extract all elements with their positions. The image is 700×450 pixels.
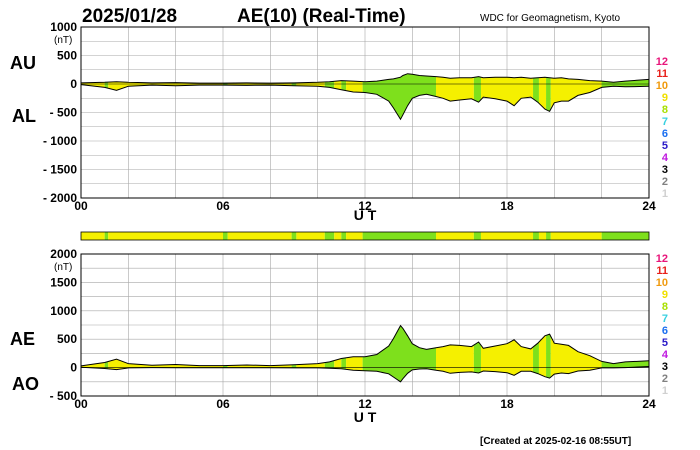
station-bar-segment-green [533, 232, 539, 240]
station-bar-segment-yellow [480, 232, 534, 240]
x-tick-label: 18 [500, 199, 514, 213]
station-scale-label-5: 5 [662, 140, 668, 152]
station-bar-segment-yellow [81, 232, 105, 240]
station-scale-label-1: 1 [662, 385, 668, 397]
fill-band-green [473, 325, 481, 382]
fill-band-green [533, 325, 539, 382]
station-bar-segment-green [546, 232, 551, 240]
ao-label: AO [12, 374, 39, 394]
series-line-au [80, 73, 650, 84]
station-bar-segment-yellow [550, 232, 602, 240]
x-axis-label-2: U T [354, 409, 377, 425]
y-tick-label: - 500 [50, 389, 78, 403]
station-scale-label-6: 6 [662, 128, 668, 140]
unit-label-1: (nT) [54, 35, 72, 46]
station-scale-label-3: 3 [662, 361, 668, 373]
source-label: WDC for Geomagnetism, Kyoto [480, 13, 620, 24]
station-bar-segment-yellow [296, 232, 325, 240]
station-scale-label-2: 2 [662, 373, 668, 385]
station-scale-label-2: 2 [662, 176, 668, 188]
station-scale-label-9: 9 [662, 92, 668, 104]
fill-band-yellow [538, 73, 547, 120]
station-scale-label-5: 5 [662, 337, 668, 349]
station-scale-label-10: 10 [656, 277, 668, 289]
y-tick-label: 0 [70, 361, 77, 375]
fill-band-yellow [538, 325, 547, 382]
y-tick-label: 1000 [50, 20, 77, 34]
station-bar-segment-green [291, 232, 297, 240]
station-bar-segment-green [473, 232, 481, 240]
station-scale-label-8: 8 [662, 104, 668, 116]
fill-band-green [546, 73, 551, 120]
plot-frame [80, 253, 650, 397]
station-scale-label-12: 12 [656, 253, 668, 265]
station-scale-label-11: 11 [656, 265, 668, 277]
date-title: 2025/01/28 [82, 6, 177, 27]
x-tick-label: 00 [74, 199, 88, 213]
station-bar-segment-yellow [538, 232, 547, 240]
station-bar-segment-green [601, 232, 649, 240]
station-bar-segment-green [341, 232, 347, 240]
x-tick-label: 00 [74, 397, 88, 411]
station-bar-segment-yellow [334, 232, 342, 240]
x-tick-label: 18 [500, 397, 514, 411]
au-label: AU [10, 53, 36, 73]
station-scale-label-6: 6 [662, 325, 668, 337]
plot-frame [80, 26, 650, 199]
station-scale-label-3: 3 [662, 164, 668, 176]
y-tick-label: 2000 [50, 247, 77, 261]
series-line-ae [80, 324, 650, 367]
x-tick-label: 06 [216, 199, 230, 213]
x-tick-label: 24 [642, 199, 656, 213]
station-bar-segment-green [362, 232, 436, 240]
station-scale-label-12: 12 [656, 56, 668, 68]
station-bar-segment-yellow [346, 232, 363, 240]
ae-label: AE [10, 329, 35, 349]
y-tick-label: 0 [70, 77, 77, 91]
station-scale-label-4: 4 [662, 349, 669, 361]
unit-label-2: (nT) [54, 262, 72, 273]
station-scale-label-4: 4 [662, 152, 669, 164]
x-tick-label: 12 [358, 397, 372, 411]
station-bar-frame [80, 231, 650, 241]
al-label: AL [12, 106, 36, 126]
station-scale-label-7: 7 [662, 313, 668, 325]
y-tick-label: 1500 [50, 275, 77, 289]
au-al-panel: AU AL (nT) U T 1000 500 0 - 500 - 1000 - 1500… [10, 20, 656, 223]
y-tick-label: 500 [57, 332, 77, 346]
station-scale-label-1: 1 [662, 188, 668, 200]
x-axis-label-1: U T [354, 207, 377, 223]
x-tick-label: 24 [642, 397, 656, 411]
chart-title: AE(10) (Real-Time) [237, 6, 406, 27]
station-scale-label-7: 7 [662, 116, 668, 128]
y-tick-label: - 1500 [43, 163, 77, 177]
station-bar-segment-green [104, 232, 109, 240]
station-bar-segment-yellow [436, 232, 474, 240]
y-tick-label: - 2000 [43, 191, 77, 205]
fill-band-green [473, 73, 481, 120]
fill-band-green [533, 73, 539, 120]
station-scale-label-10: 10 [656, 80, 668, 92]
station-bar-segment-green [223, 232, 228, 240]
station-scale-label-8: 8 [662, 301, 668, 313]
station-bar-segment-yellow [227, 232, 292, 240]
station-scale-label-11: 11 [656, 68, 668, 80]
station-bar-segment-yellow [108, 232, 223, 240]
station-scale-label-9: 9 [662, 289, 668, 301]
x-tick-label: 12 [358, 199, 372, 213]
station-bar-segment-green [324, 232, 335, 240]
fill-band-green [546, 325, 551, 382]
y-tick-label: 500 [57, 49, 77, 63]
station-count-bar [80, 231, 650, 241]
x-tick-label: 06 [216, 397, 230, 411]
y-tick-label: 1000 [50, 304, 77, 318]
y-tick-label: - 500 [50, 106, 78, 120]
y-tick-label: - 1000 [43, 134, 77, 148]
created-stamp: [Created at 2025-02-16 08:55UT] [480, 436, 631, 447]
series-line-al [80, 84, 650, 121]
